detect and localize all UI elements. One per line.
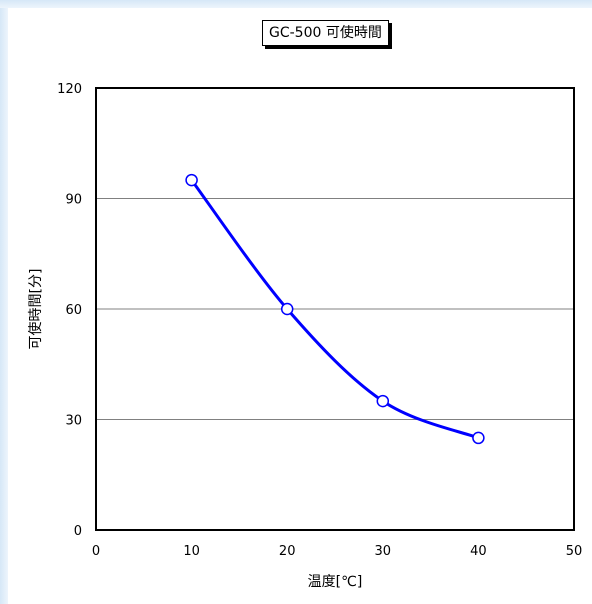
page-frame-left	[0, 0, 8, 604]
series-line-0	[190, 179, 479, 440]
data-point-30	[376, 394, 390, 408]
x-tick-50: 50	[566, 544, 583, 559]
y-tick-60: 60	[65, 303, 82, 318]
y-tick-120: 120	[57, 82, 82, 97]
y-tick-30: 30	[65, 414, 82, 429]
y-tick-labels: 0 30 60 90 120	[57, 82, 82, 539]
x-tick-20: 20	[279, 544, 296, 559]
x-tick-40: 40	[470, 544, 487, 559]
chart-title: GC-500 可使時間	[262, 20, 389, 46]
grid-lines	[96, 198, 574, 420]
y-axis-label: 可使時間[分]	[27, 269, 44, 350]
x-tick-30: 30	[375, 544, 392, 559]
y-tick-90: 90	[65, 193, 82, 208]
x-tick-10: 10	[183, 544, 200, 559]
plot-border	[95, 87, 575, 531]
x-tick-labels: 0 10 20 30 40 50	[92, 544, 582, 559]
series-points	[185, 173, 485, 445]
x-tick-0: 0	[92, 544, 100, 559]
series-lines	[190, 179, 479, 440]
x-axis-label: 温度[℃]	[308, 574, 363, 590]
data-point-20	[280, 302, 294, 316]
page-frame-top	[0, 0, 592, 8]
data-point-10	[185, 173, 198, 187]
y-tick-0: 0	[74, 524, 82, 539]
data-point-40	[472, 431, 485, 445]
